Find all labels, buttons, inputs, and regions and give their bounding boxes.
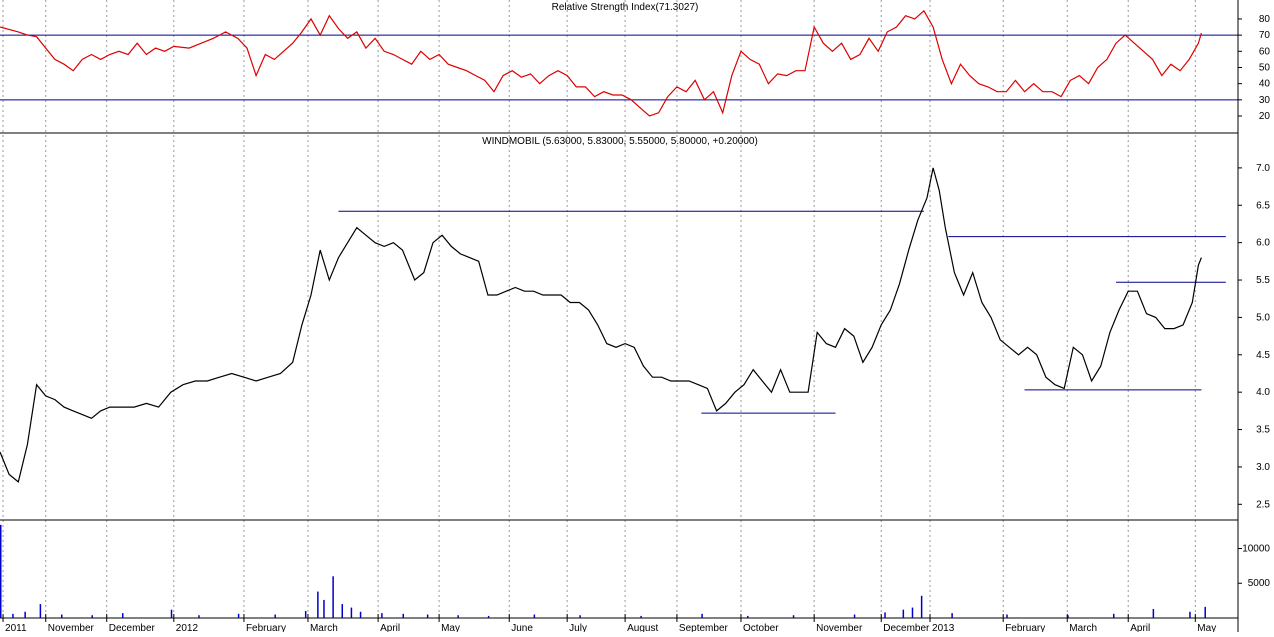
y-tick-label: 5000 — [1248, 578, 1271, 589]
volume-bar — [951, 613, 953, 618]
volume-bar — [350, 607, 353, 618]
x-tick-label: June — [511, 623, 533, 632]
y-tick-label: 80 — [1259, 14, 1271, 25]
volume-bar — [121, 613, 124, 618]
volume-bar — [1204, 606, 1206, 618]
y-tick-label: 20 — [1259, 111, 1271, 122]
volume-bar — [237, 613, 240, 618]
y-tick-label: 5.0 — [1256, 312, 1270, 323]
y-tick-label: 30 — [1259, 95, 1271, 106]
x-tick-label: May — [441, 623, 460, 632]
x-tick-label: March — [310, 623, 338, 632]
volume-bar — [426, 614, 429, 618]
volume-bar — [60, 614, 63, 618]
y-tick-label: 10000 — [1242, 543, 1270, 554]
price-title: WINDMOBIL (5.63000, 5.83000, 5.55000, 5.… — [482, 136, 758, 147]
volume-bar — [1006, 614, 1008, 618]
x-tick-label: April — [380, 623, 400, 632]
x-tick-label: December — [883, 623, 930, 632]
y-tick-label: 7.0 — [1256, 163, 1270, 174]
x-tick-label: March — [1069, 623, 1097, 632]
y-tick-label: 6.5 — [1256, 200, 1270, 211]
rsi-title: Relative Strength Index(71.3027) — [552, 2, 699, 13]
series-line — [0, 9, 1202, 117]
volume-bar — [381, 613, 383, 618]
volume-bar — [911, 607, 914, 618]
y-tick-label: 6.0 — [1256, 238, 1270, 249]
volume-bar — [274, 614, 276, 618]
x-tick-label: 2013 — [932, 623, 955, 632]
volume-bar — [317, 591, 319, 618]
volume-bar — [304, 611, 307, 618]
volume-bar — [902, 609, 905, 618]
volume-bar — [701, 613, 703, 618]
volume-bar — [198, 615, 200, 618]
volume-bar — [792, 615, 795, 618]
x-tick-label: February — [246, 623, 286, 632]
volume-bar — [1067, 615, 1069, 618]
volume-bar — [533, 614, 536, 618]
volume-bar — [920, 595, 923, 618]
volume-bar — [1189, 611, 1191, 618]
y-tick-label: 2.5 — [1256, 499, 1270, 510]
volume-bar — [1112, 613, 1115, 618]
x-tick-label: 2011 — [5, 623, 27, 632]
series-line — [0, 167, 1202, 483]
x-tick-label: 2012 — [176, 623, 199, 632]
x-tick-label: August — [627, 623, 658, 632]
x-tick-label: November — [48, 623, 95, 632]
volume-bar — [747, 615, 749, 618]
volume-bar — [853, 614, 856, 618]
y-tick-label: 3.5 — [1256, 425, 1270, 436]
x-tick-label: September — [679, 623, 729, 632]
volume-bar — [39, 604, 42, 618]
volume-bar — [457, 615, 459, 618]
volume-bar — [402, 613, 405, 618]
volume-bar — [12, 613, 14, 618]
x-tick-label: April — [1130, 623, 1150, 632]
volume-bar — [359, 611, 362, 618]
volume-bar — [341, 604, 344, 618]
y-tick-label: 4.5 — [1256, 350, 1270, 361]
volume-bar — [91, 615, 93, 618]
x-tick-label: October — [743, 623, 779, 632]
volume-bar — [332, 576, 334, 618]
y-tick-label: 4.0 — [1256, 387, 1270, 398]
volume-bar — [170, 609, 173, 618]
volume-bar — [884, 612, 886, 618]
volume-bar — [0, 524, 2, 618]
x-tick-label: November — [816, 623, 863, 632]
y-tick-label: 40 — [1259, 79, 1271, 90]
x-tick-label: July — [569, 623, 587, 632]
x-tick-label: May — [1197, 623, 1216, 632]
x-tick-label: December — [109, 623, 156, 632]
volume-bar — [1152, 608, 1155, 618]
y-tick-label: 60 — [1259, 46, 1271, 57]
x-tick-label: February — [1005, 623, 1045, 632]
volume-bar — [487, 615, 490, 618]
y-tick-label: 5.5 — [1256, 275, 1270, 286]
y-tick-label: 70 — [1259, 30, 1271, 41]
volume-bar — [640, 615, 642, 618]
volume-bar — [579, 615, 581, 618]
y-tick-label: 50 — [1259, 62, 1271, 73]
volume-bar — [323, 599, 325, 618]
y-tick-label: 3.0 — [1256, 462, 1270, 473]
volume-bar — [24, 611, 26, 618]
